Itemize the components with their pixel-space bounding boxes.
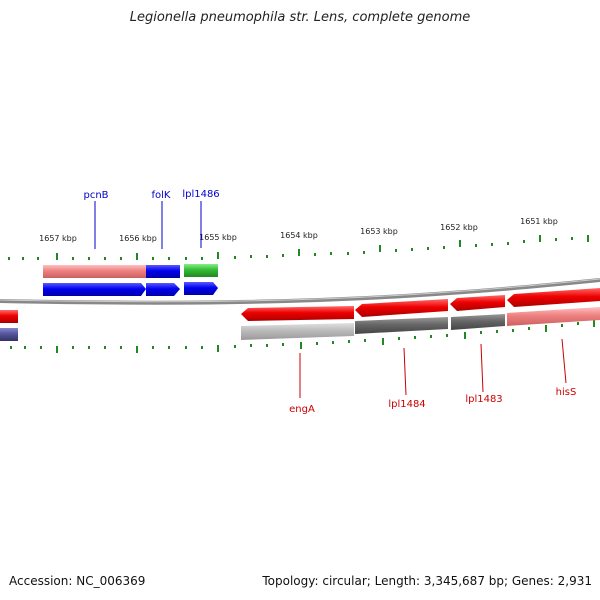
gene-label-pcnB[interactable]: pcnB (83, 190, 108, 201)
gene-label-lpl1484[interactable]: lpl1484 (388, 399, 425, 410)
ruler-label: 1656 kbp (119, 234, 157, 243)
ruler-label: 1651 kbp (520, 217, 558, 226)
gene-feature-lpl1483-lower[interactable] (451, 314, 505, 330)
forward-label-leaders (94, 201, 202, 249)
gene-arrow-engA[interactable] (241, 306, 354, 321)
reverse-feature-row-lower[interactable] (0, 307, 600, 341)
gene-arrow-hisS[interactable] (507, 288, 600, 307)
gene-feature-left-partial-lower[interactable] (0, 328, 18, 341)
gene-label-lpl1486[interactable]: lpl1486 (182, 189, 219, 200)
gene-arrow-lpl1484[interactable] (355, 299, 448, 317)
upper-tick-row (8, 235, 589, 260)
gene-feature-engA-lower[interactable] (241, 323, 354, 340)
genome-backbone (0, 278, 600, 305)
gene-label-engA[interactable]: engA (289, 404, 315, 415)
ruler-label: 1654 kbp (280, 231, 318, 240)
gene-arrow-lpl1486[interactable] (184, 282, 218, 295)
ruler-label: 1657 kbp (39, 234, 77, 243)
gene-feature-lpl1484-lower[interactable] (355, 317, 448, 334)
reverse-gene-labels: engA lpl1484 lpl1483 hisS (289, 387, 576, 415)
reverse-gene-arrows[interactable] (0, 288, 600, 323)
gene-label-hisS[interactable]: hisS (556, 387, 577, 398)
accession-text: Accession: NC_006369 (9, 574, 146, 588)
map-title: Legionella pneumophila str. Lens, comple… (129, 10, 471, 25)
ruler-label: 1653 kbp (360, 227, 398, 236)
lower-tick-row (10, 320, 595, 353)
ruler-label: 1652 kbp (440, 223, 478, 232)
forward-gene-labels: pcnB folK lpl1486 (83, 189, 219, 201)
ruler-label: 1655 kbp (199, 233, 237, 242)
gene-feature-hisS-lower[interactable] (507, 307, 600, 326)
gene-arrow-folK[interactable] (146, 283, 180, 296)
gene-arrow-pcnB[interactable] (43, 283, 146, 296)
gene-label-lpl1483[interactable]: lpl1483 (465, 394, 502, 405)
reverse-label-leaders (299, 338, 567, 398)
forward-gene-arrows[interactable] (43, 282, 218, 296)
gene-arrow-lpl1483[interactable] (450, 295, 505, 311)
topology-text: Topology: circular; Length: 3,345,687 bp… (262, 574, 592, 588)
gene-feature-folK-upper[interactable] (146, 265, 180, 278)
gene-arrow-left-partial[interactable] (0, 310, 18, 323)
ruler-labels: 1657 kbp 1656 kbp 1655 kbp 1654 kbp 1653… (39, 217, 558, 243)
gene-feature-pink[interactable] (43, 265, 146, 278)
gene-feature-lpl1486-upper[interactable] (184, 264, 218, 277)
gene-label-folK[interactable]: folK (152, 190, 171, 201)
genome-backbone-highlight (0, 278, 600, 303)
forward-feature-row-upper[interactable] (43, 264, 218, 278)
